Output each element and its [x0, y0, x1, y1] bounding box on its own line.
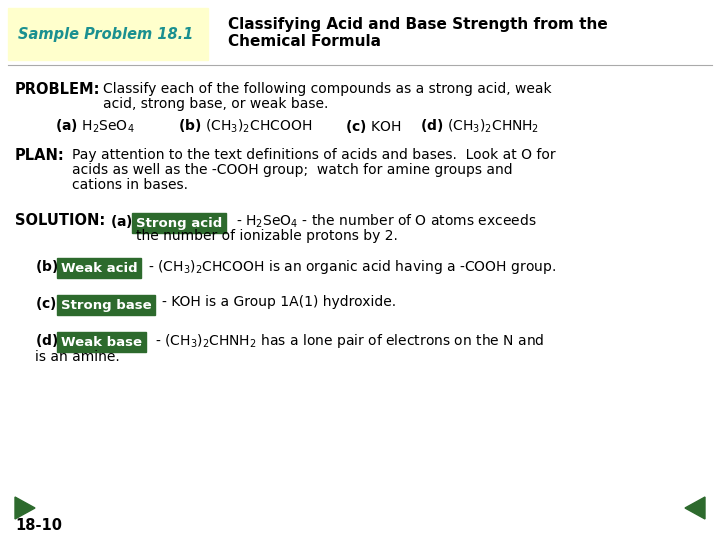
Text: $\mathbf{(b)}$: $\mathbf{(b)}$	[35, 258, 58, 275]
Text: - (CH$_3$)$_2$CHCOOH is an organic acid having a -COOH group.: - (CH$_3$)$_2$CHCOOH is an organic acid …	[148, 258, 556, 276]
Text: Weak base: Weak base	[61, 335, 142, 348]
Polygon shape	[685, 497, 705, 519]
Text: $\mathbf{(a)}$ H$_2$SeO$_4$: $\mathbf{(a)}$ H$_2$SeO$_4$	[55, 118, 135, 136]
Text: $\mathbf{(c)}$: $\mathbf{(c)}$	[35, 295, 57, 312]
Text: $\mathbf{(c)}$ KOH: $\mathbf{(c)}$ KOH	[345, 118, 402, 135]
Text: Classify each of the following compounds as a strong acid, weak: Classify each of the following compounds…	[103, 82, 552, 96]
Text: PROBLEM:: PROBLEM:	[15, 82, 101, 97]
Text: Pay attention to the text definitions of acids and bases.  Look at O for: Pay attention to the text definitions of…	[72, 148, 556, 162]
Text: Sample Problem 18.1: Sample Problem 18.1	[18, 28, 193, 43]
Text: - (CH$_3$)$_2$CHNH$_2$ has a lone pair of electrons on the N and: - (CH$_3$)$_2$CHNH$_2$ has a lone pair o…	[155, 332, 544, 350]
Text: SOLUTION:: SOLUTION:	[15, 213, 105, 228]
Text: Strong acid: Strong acid	[136, 217, 222, 230]
Text: acids as well as the -COOH group;  watch for amine groups and: acids as well as the -COOH group; watch …	[72, 163, 513, 177]
Text: 18-10: 18-10	[15, 518, 62, 533]
Text: $\mathbf{(a)}$: $\mathbf{(a)}$	[110, 213, 132, 230]
Text: Classifying Acid and Base Strength from the: Classifying Acid and Base Strength from …	[228, 17, 608, 31]
Text: - H$_2$SeO$_4$ - the number of O atoms exceeds: - H$_2$SeO$_4$ - the number of O atoms e…	[236, 213, 536, 231]
Text: the number of ionizable protons by 2.: the number of ionizable protons by 2.	[136, 229, 398, 243]
Text: is an amine.: is an amine.	[35, 350, 120, 364]
Text: $\mathbf{(b)}$ (CH$_3$)$_2$CHCOOH: $\mathbf{(b)}$ (CH$_3$)$_2$CHCOOH	[178, 118, 312, 136]
Text: acid, strong base, or weak base.: acid, strong base, or weak base.	[103, 97, 328, 111]
Text: Chemical Formula: Chemical Formula	[228, 35, 381, 50]
Text: $\mathbf{(d)}$ (CH$_3$)$_2$CHNH$_2$: $\mathbf{(d)}$ (CH$_3$)$_2$CHNH$_2$	[420, 118, 539, 136]
Text: Weak acid: Weak acid	[61, 261, 138, 274]
FancyBboxPatch shape	[8, 8, 208, 60]
Text: cations in bases.: cations in bases.	[72, 178, 188, 192]
Polygon shape	[15, 497, 35, 519]
Text: $\mathbf{(d)}$: $\mathbf{(d)}$	[35, 332, 58, 349]
Text: - KOH is a Group 1A(1) hydroxide.: - KOH is a Group 1A(1) hydroxide.	[162, 295, 396, 309]
Text: Strong base: Strong base	[61, 299, 152, 312]
Text: PLAN:: PLAN:	[15, 148, 65, 163]
